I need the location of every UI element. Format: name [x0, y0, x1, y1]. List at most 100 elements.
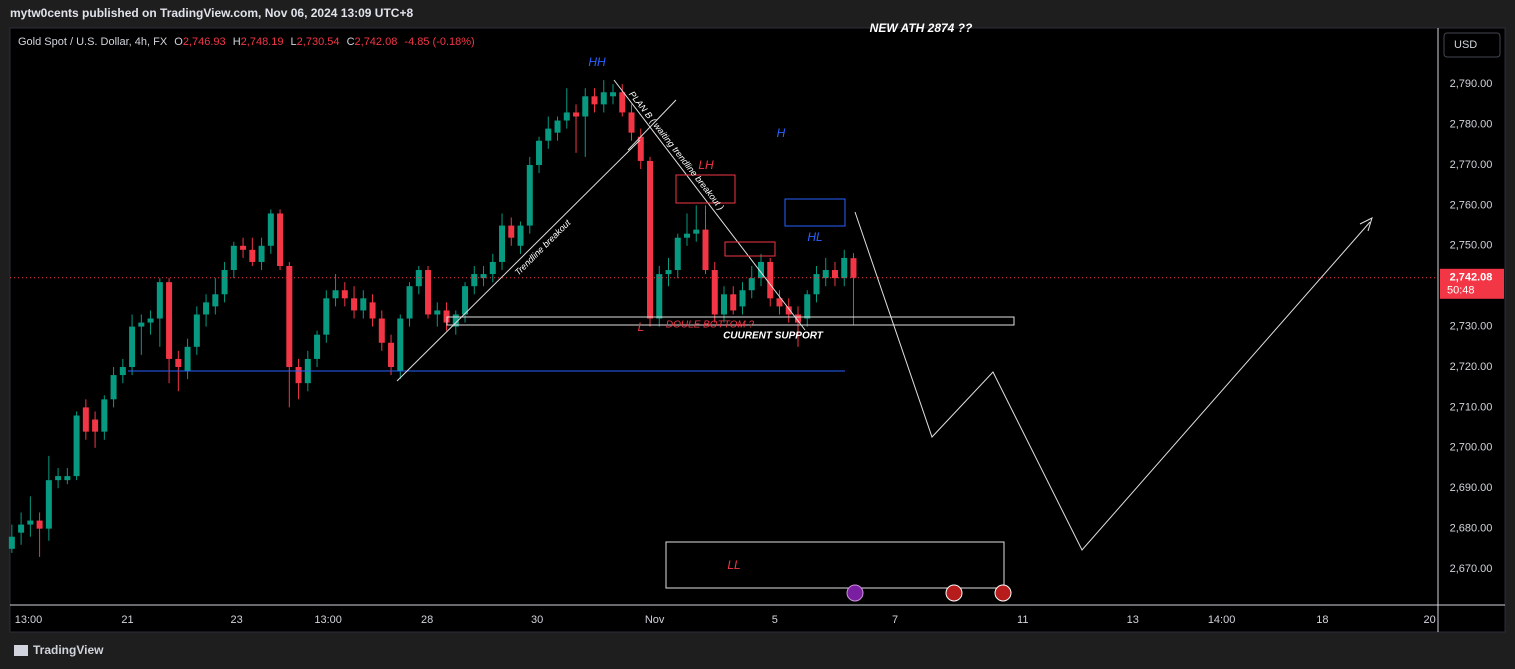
candle-body — [323, 298, 330, 335]
y-tick-label: 2,760.00 — [1450, 199, 1493, 211]
candle-body — [684, 233, 691, 238]
event-icon[interactable] — [846, 584, 864, 602]
candle-body — [45, 480, 52, 529]
annotation: L — [638, 320, 645, 334]
last-price-label: 2,742.08 — [1450, 272, 1493, 284]
annotation: HH — [588, 55, 606, 69]
annotation: CUURENT SUPPORT — [723, 331, 824, 342]
candle-body — [110, 375, 117, 400]
x-tick-label: 13:00 — [314, 614, 342, 626]
candle-body — [166, 282, 173, 359]
candle-body — [702, 229, 709, 271]
currency-button[interactable] — [1443, 32, 1501, 58]
ll-zone — [665, 541, 1005, 589]
candle-body — [406, 286, 413, 319]
hl-zone — [784, 198, 846, 227]
x-tick-label: 13:00 — [15, 614, 43, 626]
candle-body — [119, 367, 126, 376]
candle-body — [18, 524, 25, 533]
candle-body — [360, 298, 367, 311]
candle-body — [267, 213, 274, 246]
candle-body — [258, 245, 265, 262]
y-tick-label: 2,700.00 — [1450, 442, 1493, 454]
x-tick-label: 28 — [421, 614, 433, 626]
candle-body — [221, 270, 228, 295]
candle-body — [545, 128, 552, 141]
candle-body — [554, 120, 561, 133]
legend-label: O — [174, 36, 183, 48]
candle-body — [184, 346, 191, 372]
y-tick-label: 2,720.00 — [1450, 361, 1493, 373]
x-tick-label: 7 — [892, 614, 898, 626]
lh-zone — [675, 174, 736, 204]
chart-pane — [9, 27, 1506, 633]
x-tick-label: 20 — [1424, 614, 1436, 626]
candle-body — [230, 245, 237, 271]
candle-body — [462, 286, 469, 315]
candle-body — [147, 318, 154, 323]
candle-body — [794, 314, 801, 323]
y-tick-label: 2,670.00 — [1450, 563, 1493, 575]
annotation: HL — [807, 230, 822, 244]
candle-body — [452, 314, 459, 327]
candle-body — [721, 294, 727, 315]
candle-body — [82, 407, 89, 432]
candle-body — [739, 290, 746, 307]
candle-body — [822, 270, 829, 279]
drawings — [128, 79, 1373, 589]
x-tick-label: 14:00 — [1208, 614, 1236, 626]
y-tick-label: 2,750.00 — [1450, 240, 1493, 252]
candle-body — [27, 520, 34, 525]
candle-body — [508, 225, 515, 238]
candle-body — [647, 160, 654, 319]
candle-body — [212, 294, 219, 307]
y-tick-label: 2,680.00 — [1450, 523, 1493, 535]
legend-change: -4.85 (-0.18%) — [404, 36, 474, 48]
candle-body — [277, 213, 284, 266]
trendline-extension — [627, 99, 677, 151]
candle-body — [563, 112, 570, 121]
candle-body — [73, 415, 80, 477]
footer-logo — [14, 645, 28, 656]
event-icon[interactable] — [945, 584, 963, 602]
projection-path — [854, 211, 1371, 551]
candle-body — [129, 326, 136, 368]
candle-body — [850, 258, 857, 278]
y-tick-label: 2,770.00 — [1450, 159, 1493, 171]
candle-body — [286, 265, 293, 368]
legend-label: H — [233, 36, 241, 48]
candle-body — [369, 302, 376, 319]
candle-body — [628, 112, 635, 133]
candle-body — [471, 274, 478, 287]
support-zone — [446, 316, 1015, 326]
symbol-legend: Gold Spot / U.S. Dollar, 4h, FX O2,746.9… — [18, 36, 475, 48]
y-tick-label: 2,780.00 — [1450, 118, 1493, 130]
candle-body — [175, 358, 182, 368]
plot-area — [8, 80, 1438, 557]
candle-body — [582, 96, 589, 117]
legend-label: L — [291, 36, 297, 48]
candle-body — [378, 318, 385, 343]
candle-body — [610, 92, 617, 97]
candle-body — [101, 399, 108, 432]
candle-body — [36, 520, 43, 529]
candle-body — [776, 298, 783, 307]
candle-body — [517, 225, 524, 246]
x-tick-label: 5 — [772, 614, 778, 626]
x-tick-label: 21 — [121, 614, 133, 626]
annotation: LL — [727, 558, 740, 572]
candle-body — [656, 274, 663, 319]
projection-arrowhead — [1359, 217, 1373, 232]
candle-body — [249, 249, 256, 262]
legend-label: C — [347, 36, 355, 48]
candle-body — [480, 274, 487, 279]
candle-body — [591, 96, 598, 105]
x-tick-label: 11 — [1017, 614, 1028, 626]
candle-body — [92, 419, 99, 432]
candle-body — [425, 270, 432, 315]
symbol-title: Gold Spot / U.S. Dollar, 4h, FX — [18, 36, 168, 48]
x-tick-label: 30 — [531, 614, 543, 626]
event-icon[interactable] — [994, 584, 1012, 602]
candle-body — [499, 225, 506, 262]
candle-body — [841, 257, 848, 279]
